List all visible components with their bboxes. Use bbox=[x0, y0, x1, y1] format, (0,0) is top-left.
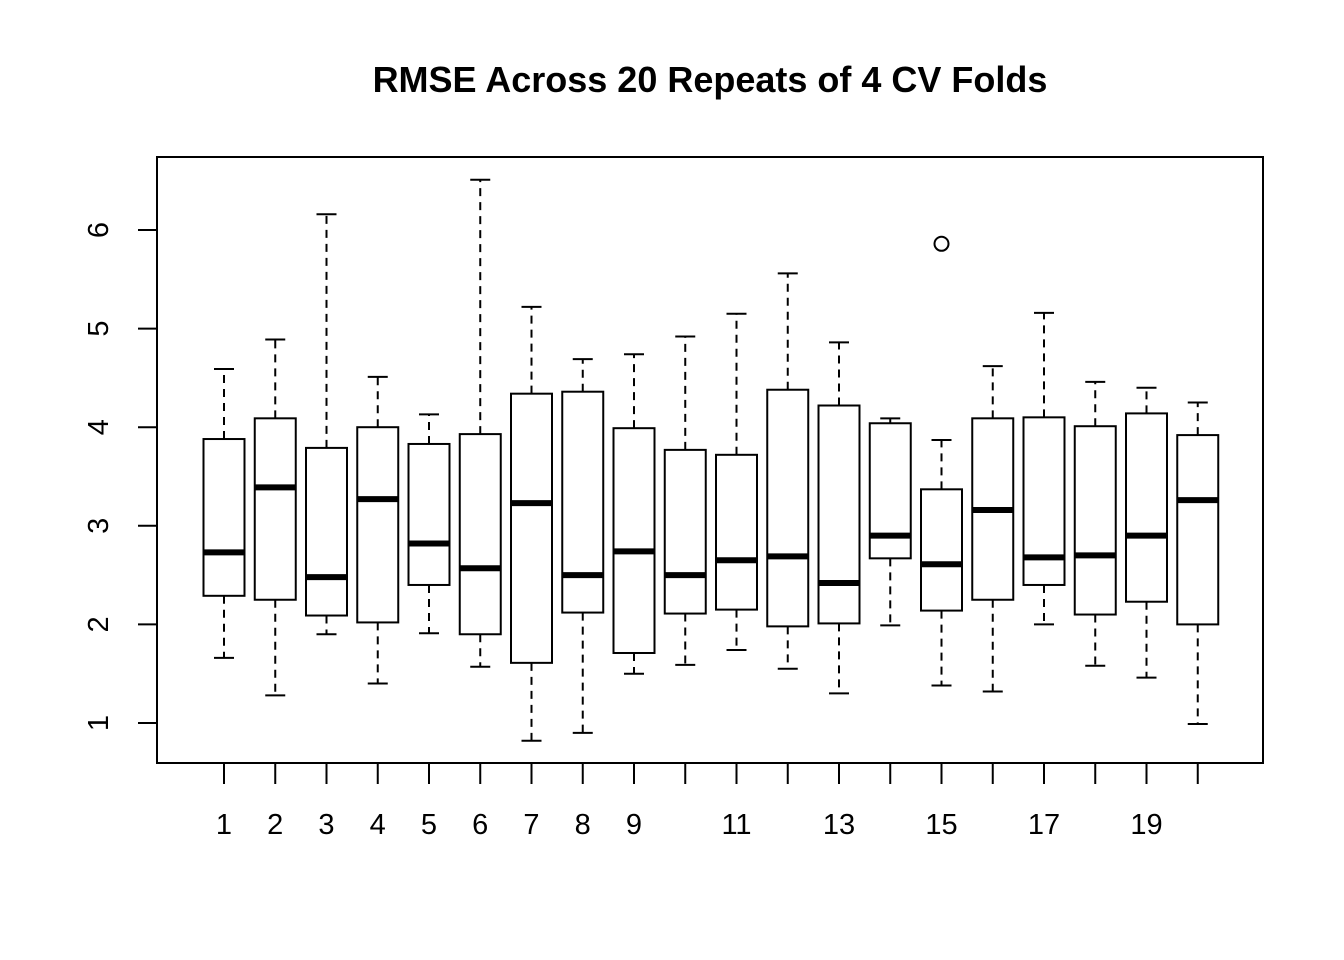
x-tick-label: 8 bbox=[575, 809, 591, 841]
iqr-box bbox=[1073, 425, 1117, 616]
x-tick-label: 5 bbox=[421, 809, 437, 841]
x-tick-label: 9 bbox=[626, 809, 642, 841]
iqr-box bbox=[1125, 412, 1168, 603]
outlier-point bbox=[933, 235, 950, 252]
box-group-1 bbox=[202, 368, 246, 659]
iqr-box bbox=[766, 388, 810, 628]
y-tick-label: 6 bbox=[83, 222, 115, 238]
iqr-box bbox=[612, 427, 656, 654]
y-tick-label: 1 bbox=[83, 715, 115, 731]
iqr-box bbox=[407, 442, 451, 586]
iqr-box bbox=[510, 392, 553, 664]
iqr-box bbox=[305, 446, 348, 617]
iqr-box bbox=[920, 488, 963, 612]
x-axis: 1 2 3 4 5 6 7 8 9 11 13 15 17 19 bbox=[216, 762, 1199, 841]
iqr-box bbox=[817, 404, 861, 625]
box-group-20 bbox=[1176, 401, 1220, 725]
iqr-box bbox=[715, 453, 758, 611]
iqr-box bbox=[202, 438, 246, 597]
iqr-box bbox=[458, 433, 502, 636]
y-tick-label: 2 bbox=[83, 616, 115, 632]
y-axis: 1 2 3 4 5 6 bbox=[83, 222, 158, 731]
chart-title: RMSE Across 20 Repeats of 4 CV Folds bbox=[373, 59, 1048, 100]
x-tick-label: 2 bbox=[267, 809, 283, 841]
y-tick-label: 5 bbox=[83, 321, 115, 337]
box-group-5 bbox=[407, 413, 451, 635]
box-group-8 bbox=[561, 358, 605, 734]
box-group-9 bbox=[612, 353, 656, 675]
box-group-18 bbox=[1073, 380, 1117, 667]
box-group-13 bbox=[817, 341, 861, 695]
y-tick-label: 3 bbox=[83, 518, 115, 534]
iqr-box bbox=[356, 426, 400, 624]
iqr-box bbox=[561, 390, 605, 614]
x-tick-label: 11 bbox=[721, 809, 751, 841]
iqr-box bbox=[253, 417, 297, 601]
y-tick-label: 4 bbox=[83, 419, 115, 435]
box-series bbox=[202, 178, 1220, 742]
box-group-10 bbox=[663, 335, 707, 666]
box-group-14 bbox=[868, 417, 912, 627]
box-group-3 bbox=[305, 213, 348, 636]
x-tick-label: 15 bbox=[925, 809, 957, 841]
x-tick-label: 1 bbox=[216, 809, 232, 841]
x-tick-label: 3 bbox=[318, 809, 334, 841]
box-group-17 bbox=[1022, 311, 1066, 626]
box-group-16 bbox=[971, 365, 1015, 693]
box-group-7 bbox=[510, 305, 553, 742]
x-tick-label: 7 bbox=[523, 809, 539, 841]
x-tick-label: 17 bbox=[1028, 809, 1060, 841]
x-tick-label: 19 bbox=[1130, 809, 1162, 841]
iqr-box bbox=[663, 448, 707, 615]
box-group-2 bbox=[253, 338, 297, 697]
box-group-19 bbox=[1125, 386, 1168, 679]
box-group-11 bbox=[715, 312, 758, 652]
box-group-6 bbox=[458, 178, 502, 668]
box-group-4 bbox=[356, 375, 400, 685]
box-group-15 bbox=[920, 235, 963, 687]
x-tick-label: 6 bbox=[472, 809, 488, 841]
iqr-box bbox=[1176, 434, 1220, 626]
x-tick-label: 4 bbox=[370, 809, 386, 841]
x-tick-label: 13 bbox=[823, 809, 855, 841]
box-group-12 bbox=[766, 272, 810, 670]
